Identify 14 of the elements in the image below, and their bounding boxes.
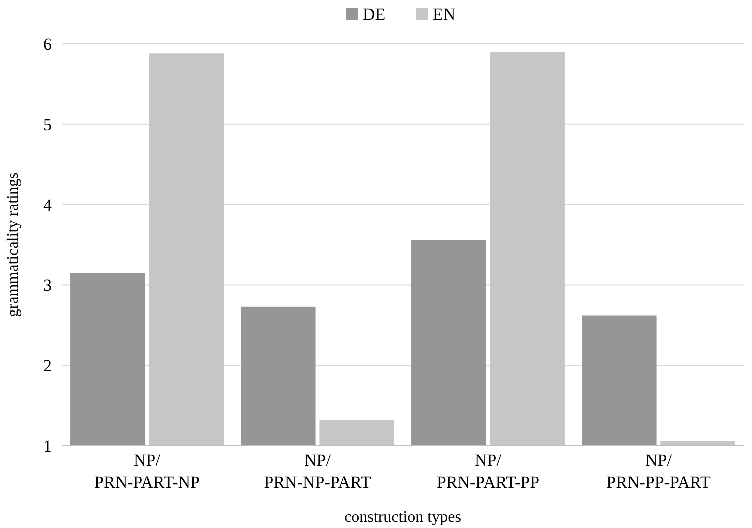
y-tick-label: 6 bbox=[44, 34, 52, 54]
x-tick-label: NP/ PRN-PP-PART bbox=[606, 451, 712, 492]
x-tick-label: NP/ PRN-PART-PP bbox=[436, 451, 540, 492]
y-tick-label: 4 bbox=[44, 196, 52, 215]
y-tick-label: 1 bbox=[44, 436, 52, 456]
y-tick-label: 2 bbox=[44, 356, 52, 376]
y-tick-label: 3 bbox=[44, 276, 52, 296]
legend-label: EN bbox=[433, 5, 456, 24]
y-tick-label: 5 bbox=[44, 115, 52, 134]
y-axis-title: grammaticality ratings bbox=[5, 172, 22, 318]
x-tick-label: NP/ PRN-NP-PART bbox=[264, 451, 372, 492]
x-tick-label: NP/ PRN-PART-NP bbox=[94, 451, 200, 492]
x-axis-title: construction types bbox=[344, 509, 462, 526]
legend-label: DE bbox=[363, 5, 386, 24]
